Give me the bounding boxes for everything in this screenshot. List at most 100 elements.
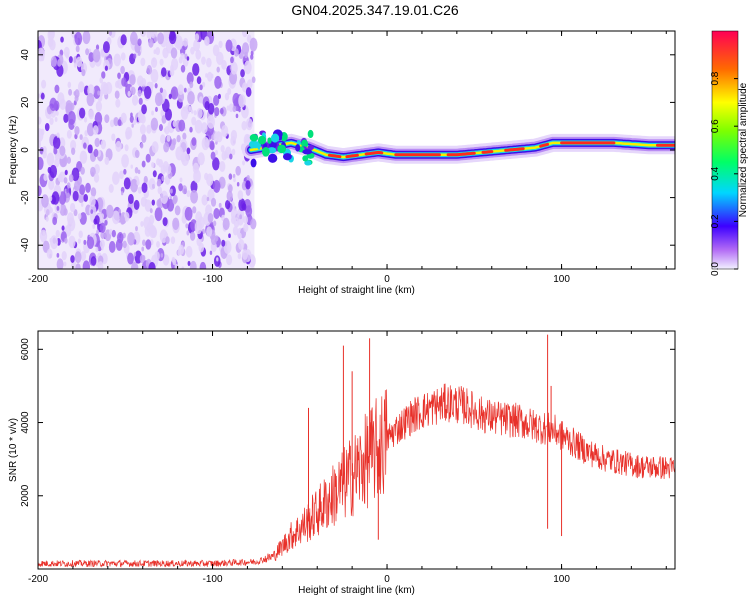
bottom-ylabel: SNR (10 * v/v)	[8, 418, 19, 482]
noise-blob	[170, 86, 179, 100]
signal-blob	[261, 147, 270, 157]
colorbar-label: Normalized spectral amplitude	[738, 82, 749, 217]
noise-blob	[168, 93, 172, 100]
noise-blob	[133, 53, 137, 59]
noise-blob	[249, 37, 258, 52]
signal-blob	[270, 133, 280, 143]
noise-blob	[80, 202, 84, 207]
noise-blob	[46, 248, 53, 259]
noise-blob	[153, 49, 157, 55]
noise-blob	[63, 208, 68, 216]
noise-blob	[148, 178, 156, 190]
noise-blob	[56, 252, 60, 258]
noise-blob	[119, 170, 124, 180]
chart-title: GN04.2025.347.19.01.C26	[291, 2, 459, 18]
noise-blob	[74, 31, 83, 46]
noise-blob	[92, 48, 101, 63]
colorbar-tick-label: 0.6	[710, 119, 721, 133]
noise-blob	[232, 105, 237, 113]
noise-blob	[100, 139, 107, 150]
noise-blob	[141, 104, 147, 115]
noise-blob	[159, 58, 164, 66]
signal-peak	[364, 150, 384, 156]
top-xtick-label: 0	[384, 274, 390, 285]
noise-blob	[172, 217, 180, 230]
noise-blob	[153, 36, 158, 43]
noise-blob	[129, 31, 138, 46]
noise-blob	[142, 239, 146, 246]
noise-blob	[206, 196, 210, 202]
noise-blob	[238, 239, 245, 251]
noise-blob	[245, 87, 252, 97]
noise-blob	[106, 204, 114, 219]
noise-blob	[176, 134, 181, 143]
noise-blob	[181, 185, 188, 195]
top-ytick-label: 20	[20, 96, 31, 108]
noise-blob	[219, 107, 224, 115]
noise-blob	[182, 132, 187, 140]
noise-blob	[137, 50, 141, 56]
noise-blob	[67, 81, 72, 88]
noise-blob	[94, 137, 100, 148]
noise-blob	[102, 41, 110, 54]
noise-blob	[191, 116, 197, 126]
noise-blob	[100, 81, 108, 95]
noise-blob	[117, 119, 122, 127]
noise-blob	[193, 110, 197, 116]
signal-blob	[253, 141, 259, 149]
noise-blob	[206, 57, 212, 68]
noise-blob	[82, 260, 90, 269]
noise-blob	[245, 180, 251, 190]
noise-blob	[104, 114, 110, 124]
noise-blob	[138, 97, 143, 105]
noise-blob	[86, 236, 95, 250]
noise-blob	[184, 206, 193, 221]
noise-blob	[151, 199, 156, 206]
noise-blob	[154, 83, 158, 89]
noise-blob	[97, 261, 104, 269]
noise-blob	[63, 46, 70, 58]
noise-blob	[82, 31, 91, 45]
noise-blob	[141, 182, 148, 193]
noise-blob	[223, 240, 232, 255]
noise-blob	[38, 156, 44, 170]
noise-blob	[212, 220, 217, 227]
noise-blob	[121, 77, 127, 87]
noise-blob	[40, 92, 45, 100]
signal-blob	[304, 160, 312, 166]
noise-blob	[230, 215, 236, 225]
noise-blob	[160, 164, 167, 175]
noise-blob	[162, 254, 170, 266]
noise-blob	[146, 124, 152, 134]
noise-blob	[74, 251, 82, 264]
noise-blob	[41, 79, 47, 89]
noise-blob	[120, 191, 124, 196]
noise-blob	[233, 48, 239, 57]
noise-blob	[99, 239, 105, 249]
noise-blob	[205, 73, 208, 78]
noise-blob	[187, 260, 191, 266]
noise-blob	[135, 226, 138, 232]
bottom-xlabel: Height of straight line (km)	[298, 585, 415, 596]
noise-blob	[83, 193, 89, 202]
noise-blob	[104, 156, 110, 165]
noise-blob	[78, 230, 83, 239]
noise-blob	[218, 202, 222, 208]
noise-blob	[177, 84, 184, 96]
noise-blob	[140, 220, 144, 227]
bottom-xtick-label: 100	[553, 574, 570, 585]
noise-blob	[123, 168, 127, 175]
noise-blob	[159, 87, 164, 94]
noise-blob	[83, 116, 88, 123]
noise-blob	[113, 117, 119, 127]
noise-blob	[56, 258, 64, 269]
noise-blob	[141, 78, 147, 87]
top-ytick-label: 40	[20, 49, 31, 61]
noise-blob	[92, 224, 96, 229]
noise-blob	[130, 261, 139, 269]
noise-blob	[207, 102, 215, 115]
noise-blob	[60, 36, 64, 43]
noise-blob	[213, 179, 221, 193]
noise-blob	[143, 175, 148, 184]
noise-blob	[113, 53, 121, 67]
